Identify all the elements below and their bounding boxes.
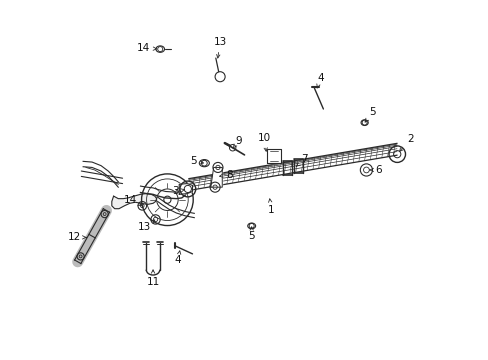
Text: 14: 14 [123, 195, 141, 206]
Text: 5: 5 [248, 227, 254, 240]
Text: 13: 13 [138, 220, 155, 232]
Text: 12: 12 [67, 232, 86, 242]
Text: 3: 3 [172, 186, 184, 197]
Text: 2: 2 [399, 134, 413, 151]
Text: 13: 13 [213, 37, 226, 58]
Polygon shape [266, 149, 281, 163]
Text: 6: 6 [369, 165, 382, 175]
Text: 8: 8 [219, 170, 232, 180]
Text: 1: 1 [267, 199, 274, 216]
Polygon shape [210, 167, 222, 187]
Polygon shape [112, 194, 156, 209]
Text: 7: 7 [296, 154, 307, 166]
Text: 14: 14 [137, 43, 156, 53]
Polygon shape [179, 184, 192, 194]
Text: 5: 5 [365, 107, 375, 122]
Text: 5: 5 [190, 156, 203, 166]
Text: 4: 4 [175, 251, 181, 265]
Text: 4: 4 [316, 73, 323, 88]
Text: 11: 11 [146, 270, 160, 287]
Text: 10: 10 [257, 133, 270, 151]
Text: 9: 9 [233, 136, 241, 148]
